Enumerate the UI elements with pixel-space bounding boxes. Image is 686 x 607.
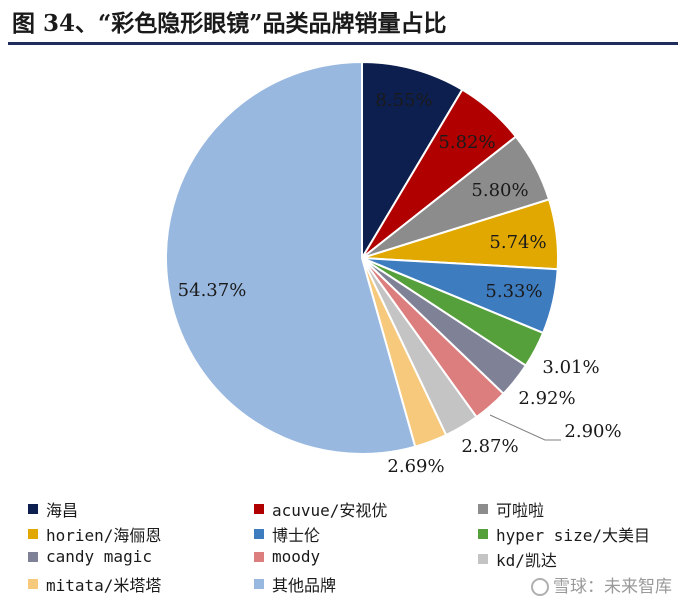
legend-swatch [28, 529, 38, 539]
legend-item: acuvue/安视优 [254, 497, 387, 521]
legend-swatch [254, 529, 264, 539]
snowball-logo-icon [531, 578, 549, 596]
watermark-text: 雪球：未来智库 [553, 577, 672, 597]
legend-label: kd/凯达 [496, 551, 557, 570]
legend-label: horien/海俪恩 [46, 526, 162, 545]
pie-chart: 8.55% 5.82% 5.80% 5.74% 5.33% 3.01% 2.92% 2.90%… [165, 60, 622, 477]
legend-label: 可啦啦 [496, 501, 545, 520]
data-label: 5.33% [485, 281, 542, 302]
legend-label: 博士伦 [272, 526, 321, 545]
legend-item: candy magic [28, 547, 152, 566]
data-label: 2.90% [564, 421, 621, 442]
data-label: 8.55% [375, 90, 432, 111]
legend-label: moody [272, 547, 321, 566]
pie-slice [165, 60, 417, 455]
legend-item: kd/凯达 [478, 547, 557, 571]
data-label: 2.87% [461, 436, 518, 457]
legend-item: hyper size/大美目 [478, 522, 650, 546]
legend-item: horien/海俪恩 [28, 522, 161, 546]
title-underline [8, 42, 678, 45]
legend-item: 其他品牌 [254, 572, 336, 596]
legend-label: 海昌 [46, 501, 79, 520]
legend-swatch [478, 504, 488, 514]
legend-item: 博士伦 [254, 522, 320, 546]
chart-title: 图 34、“彩色隐形眼镜”品类品牌销量占比 [12, 10, 447, 37]
legend-label: mitata/米塔塔 [46, 576, 162, 595]
legend-swatch [28, 579, 38, 589]
data-label: 5.80% [471, 180, 528, 201]
watermark: 雪球：未来智库 [531, 572, 672, 597]
legend-swatch [254, 551, 264, 562]
legend-item: 可啦啦 [478, 497, 544, 521]
data-label: 2.69% [387, 456, 444, 477]
pie-slice [361, 60, 464, 262]
data-label: 54.37% [178, 280, 247, 301]
legend-swatch [28, 551, 38, 562]
leader-line [489, 414, 561, 441]
data-label: 2.92% [518, 388, 575, 409]
legend-item: moody [254, 547, 320, 566]
legend-swatch [254, 579, 264, 589]
legend-swatch [478, 529, 488, 539]
legend-label: 其他品牌 [272, 576, 337, 595]
legend-swatch [254, 504, 264, 514]
legend-item: mitata/米塔塔 [28, 572, 161, 596]
legend-swatch [28, 504, 38, 514]
legend-swatch [478, 554, 488, 564]
legend-label: candy magic [46, 547, 152, 566]
legend-item: 海昌 [28, 497, 78, 521]
legend-label: acuvue/安视优 [272, 501, 388, 520]
data-label: 5.74% [489, 232, 546, 253]
data-label: 5.82% [438, 132, 495, 153]
data-label: 3.01% [542, 357, 599, 378]
legend-label: hyper size/大美目 [496, 526, 650, 545]
